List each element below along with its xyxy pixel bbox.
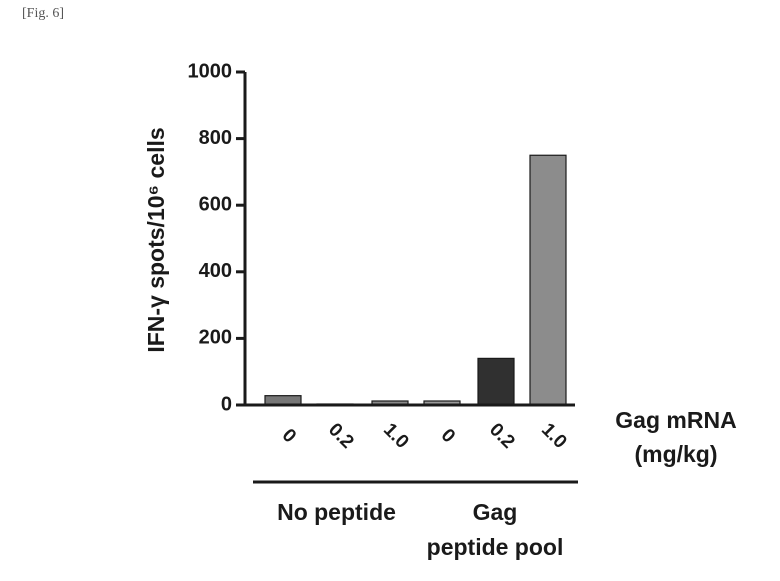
y-tick-label: 1000 — [188, 60, 233, 82]
group-label: No peptide — [277, 499, 396, 525]
x-tick-label: 0 — [437, 425, 459, 447]
bar — [477, 357, 515, 406]
y-tick-label: 600 — [199, 193, 232, 215]
bar — [529, 154, 567, 406]
group-label: Gag — [473, 499, 518, 525]
x-axis: 0 0.2 1.0 0 0.2 1.0 — [245, 403, 575, 453]
group-labels: No peptide Gag peptide pool — [253, 480, 578, 560]
x-tick-label: 0.2 — [485, 419, 519, 453]
x-tick-label: 1.0 — [537, 419, 571, 453]
y-tick-label: 0 — [221, 393, 232, 415]
x-axis-title-line-2: (mg/kg) — [634, 441, 717, 467]
x-axis-title-line-1: Gag mRNA — [615, 407, 736, 433]
x-tick-label: 1.0 — [379, 419, 413, 453]
y-tick-label: 800 — [199, 127, 232, 149]
y-tick-label: 200 — [199, 327, 232, 349]
group-label: peptide pool — [427, 534, 564, 560]
x-tick-label: 0 — [278, 425, 300, 447]
figure-label: [Fig. 6] — [22, 6, 64, 21]
y-axis: 0 200 400 600 800 1000 — [188, 60, 247, 415]
y-axis-title: IFN-γ spots/10⁶ cells — [143, 127, 169, 352]
y-tick-label: 400 — [199, 260, 232, 282]
bars — [264, 154, 567, 407]
x-tick-label: 0.2 — [324, 419, 358, 453]
